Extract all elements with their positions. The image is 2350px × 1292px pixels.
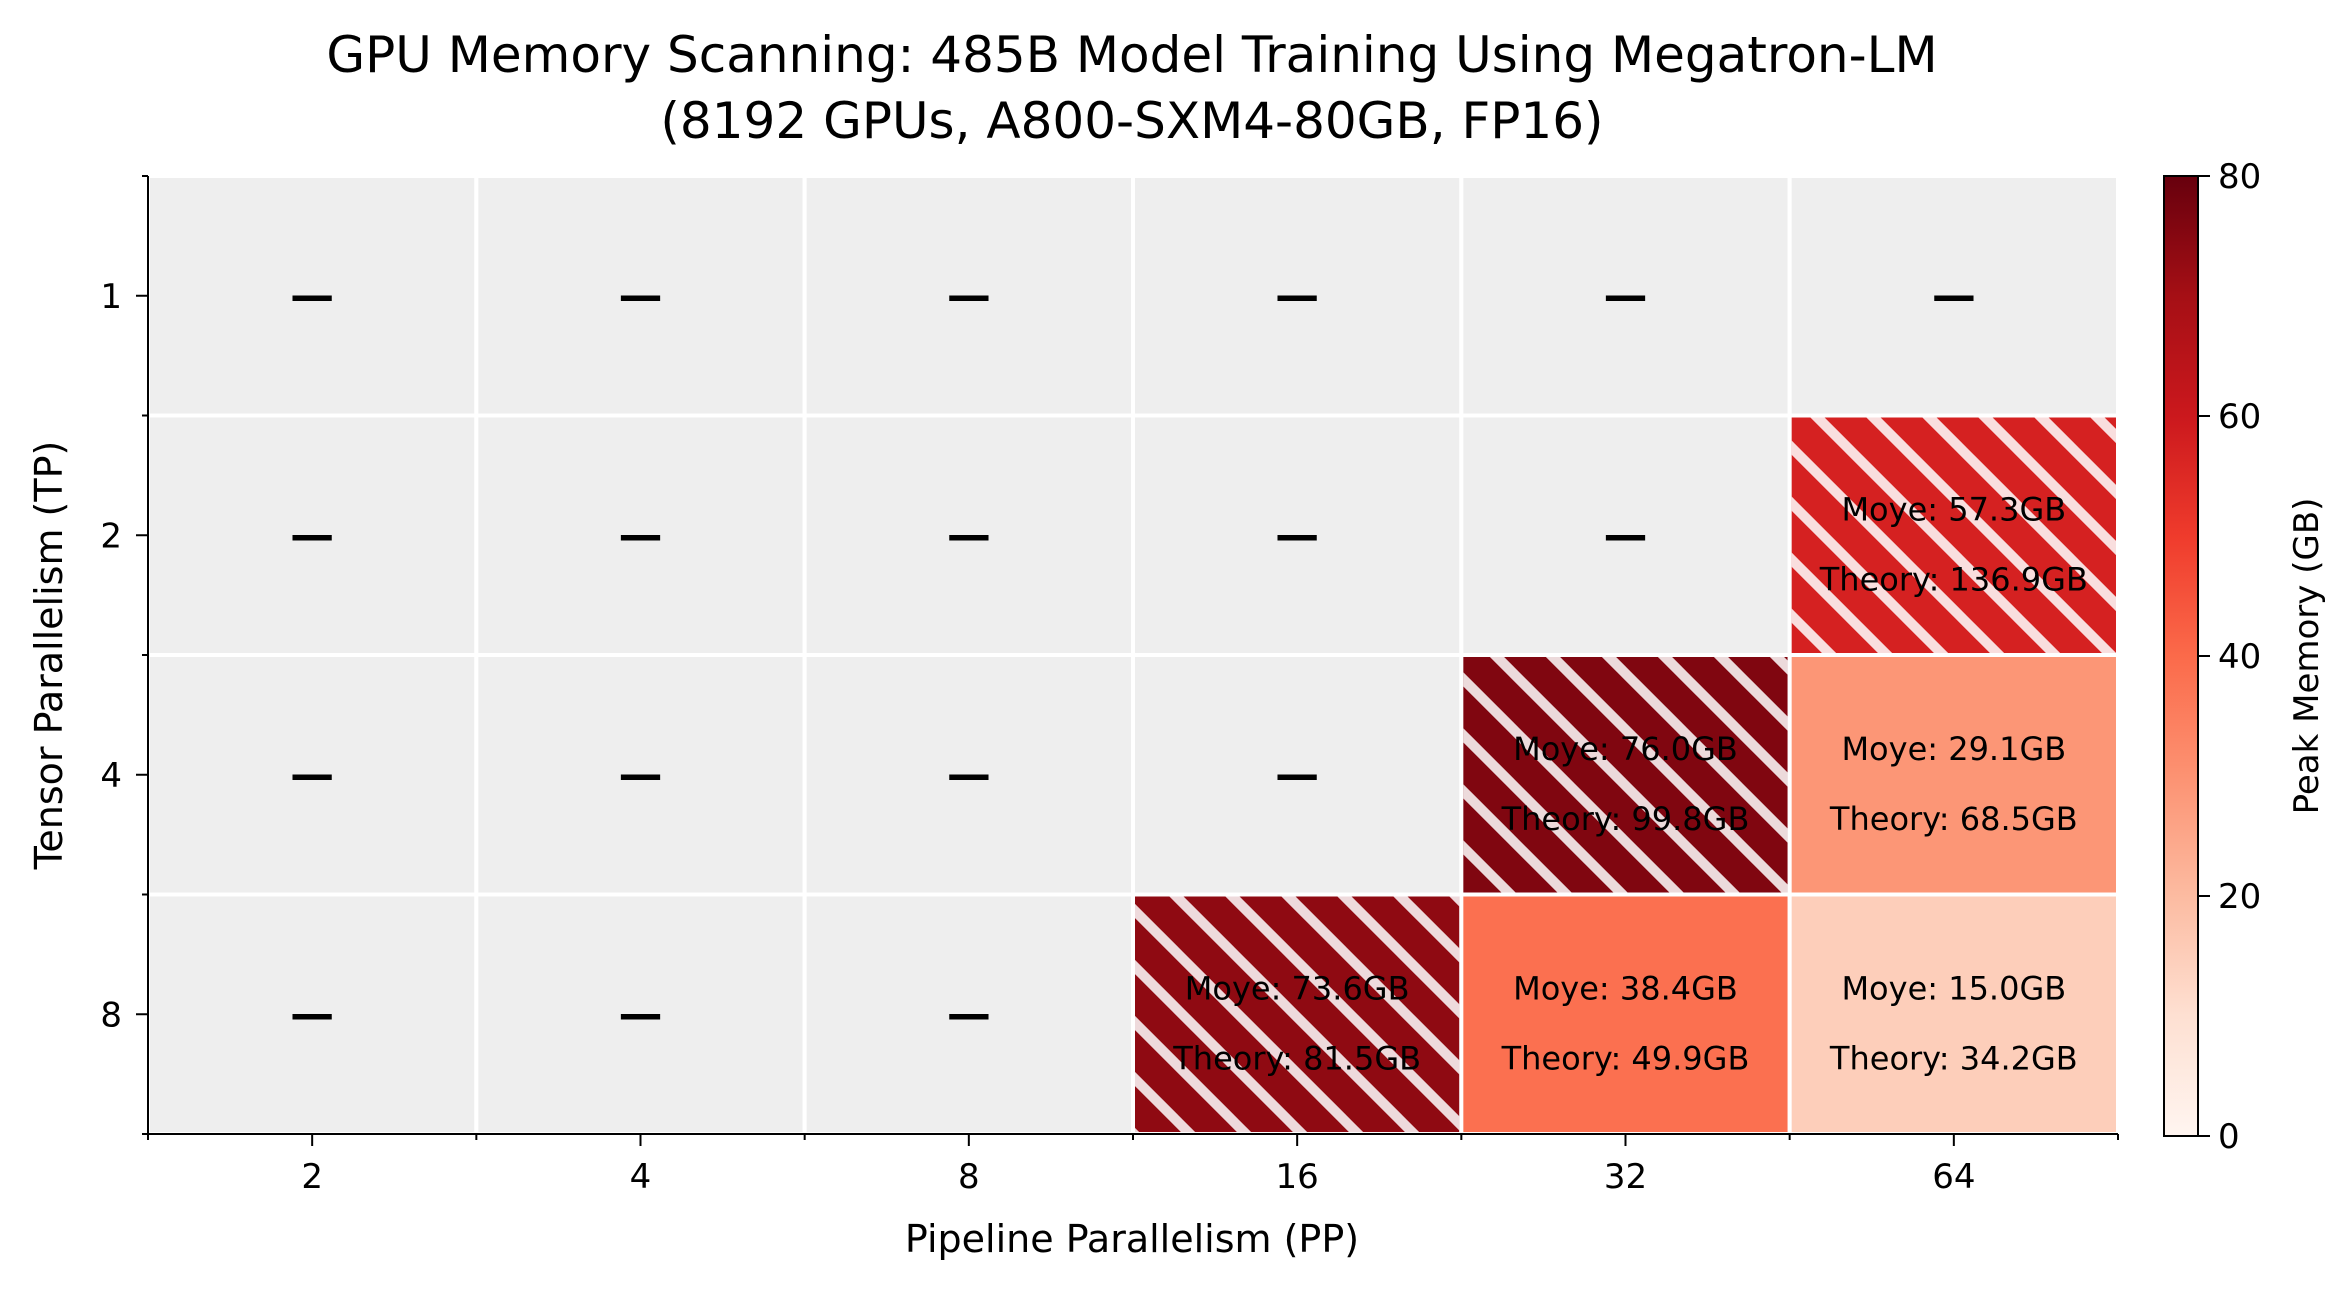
- heatmap-cell-empty: [1787, 174, 2120, 418]
- cell-hatch: [1791, 417, 2116, 653]
- x-tick-label: 16: [1276, 1157, 1319, 1197]
- heatmap-cells: — — — — — — — — — — — Moye: 57.3GB Theory: 136.9GB — —…: [146, 174, 2120, 1136]
- heatmap-cell-empty: [474, 653, 807, 897]
- empty-cell-marker: —: [290, 509, 334, 560]
- cell-moye-label: Moye: 15.0GB: [1841, 969, 2066, 1007]
- x-tick-label: 64: [1932, 1157, 1975, 1197]
- cell-hatch: [1463, 657, 1788, 893]
- empty-cell-marker: —: [1604, 509, 1648, 560]
- cell-moye-label: Moye: 29.1GB: [1841, 730, 2066, 768]
- cell-theory-label: Theory: 136.9GB: [1819, 560, 2088, 598]
- heatmap-cell: [1459, 892, 1792, 1136]
- empty-cell-marker: —: [947, 749, 991, 800]
- axes: 2 4 8 16 32 64 1 2 4 8: [100, 175, 2119, 1197]
- empty-cell-marker: —: [619, 509, 663, 560]
- cell-theory-label: Theory: 99.8GB: [1501, 800, 1750, 838]
- x-axis-label: Pipeline Parallelism (PP): [905, 1217, 1359, 1261]
- cell-theory-label: Theory: 68.5GB: [1829, 800, 2078, 838]
- heatmap-cell-empty: [1131, 653, 1464, 897]
- x-tick-label: 8: [958, 1157, 980, 1197]
- y-tick-label: 1: [100, 277, 122, 317]
- y-tick-label: 2: [100, 516, 122, 556]
- empty-cell-marker: —: [1932, 270, 1976, 321]
- empty-cell-marker: —: [1275, 509, 1319, 560]
- x-tick-label: 4: [630, 1157, 652, 1197]
- y-tick-label: 8: [100, 995, 122, 1035]
- cell-moye-label: Moye: 76.0GB: [1513, 730, 1738, 768]
- colorbar-label: Peak Memory (GB): [2287, 498, 2327, 815]
- empty-cell-marker: —: [619, 270, 663, 321]
- heatmap-cell-empty: [1131, 413, 1464, 657]
- empty-cell-marker: —: [1275, 749, 1319, 800]
- y-axis-label: Tensor Parallelism (TP): [27, 441, 71, 871]
- empty-cell-marker: —: [619, 988, 663, 1039]
- colorbar-gradient: [2163, 175, 2199, 1137]
- empty-cell-marker: —: [1604, 270, 1648, 321]
- heatmap-cell: [1787, 892, 2120, 1136]
- colorbar-tick-label: 40: [2218, 637, 2261, 677]
- heatmap-cell-empty: [474, 892, 807, 1136]
- empty-cell-marker: —: [290, 270, 334, 321]
- cell-moye-label: Moye: 73.6GB: [1185, 969, 1410, 1007]
- heatmap-cell-empty: [1131, 174, 1464, 418]
- heatmap-cell-empty: [474, 174, 807, 418]
- empty-cell-marker: —: [619, 749, 663, 800]
- colorbar-tick-label: 60: [2218, 397, 2261, 437]
- colorbar-tick-label: 0: [2218, 1117, 2240, 1157]
- colorbar-tick-label: 20: [2218, 877, 2261, 917]
- cell-moye-label: Moye: 38.4GB: [1513, 969, 1738, 1007]
- colorbar: 0 20 40 60 80: [2163, 157, 2261, 1157]
- colorbar-tick-label: 80: [2218, 157, 2261, 197]
- y-tick-label: 4: [100, 756, 122, 796]
- chart-subtitle: (8192 GPUs, A800-SXM4-80GB, FP16): [660, 92, 1603, 150]
- cell-moye-label: Moye: 57.3GB: [1841, 490, 2066, 528]
- empty-cell-marker: —: [947, 270, 991, 321]
- empty-cell-marker: —: [290, 749, 334, 800]
- heatmap-cell-empty: [802, 174, 1136, 418]
- heatmap-cell-empty: [474, 413, 807, 657]
- empty-cell-marker: —: [947, 509, 991, 560]
- x-tick-label: 2: [301, 1157, 323, 1197]
- heatmap-cell-empty: [802, 892, 1136, 1136]
- cell-theory-label: Theory: 81.5GB: [1172, 1039, 1421, 1077]
- cell-theory-label: Theory: 49.9GB: [1501, 1039, 1750, 1077]
- empty-cell-marker: —: [290, 988, 334, 1039]
- cell-theory-label: Theory: 34.2GB: [1829, 1039, 2078, 1077]
- empty-cell-marker: —: [1275, 270, 1319, 321]
- cell-hatch: [1135, 896, 1460, 1132]
- x-tick-label: 32: [1604, 1157, 1647, 1197]
- heatmap-cell: [1787, 653, 2120, 897]
- heatmap-cell-empty: [146, 174, 479, 418]
- empty-cell-marker: —: [947, 988, 991, 1039]
- chart-title: GPU Memory Scanning: 485B Model Training…: [326, 26, 1937, 84]
